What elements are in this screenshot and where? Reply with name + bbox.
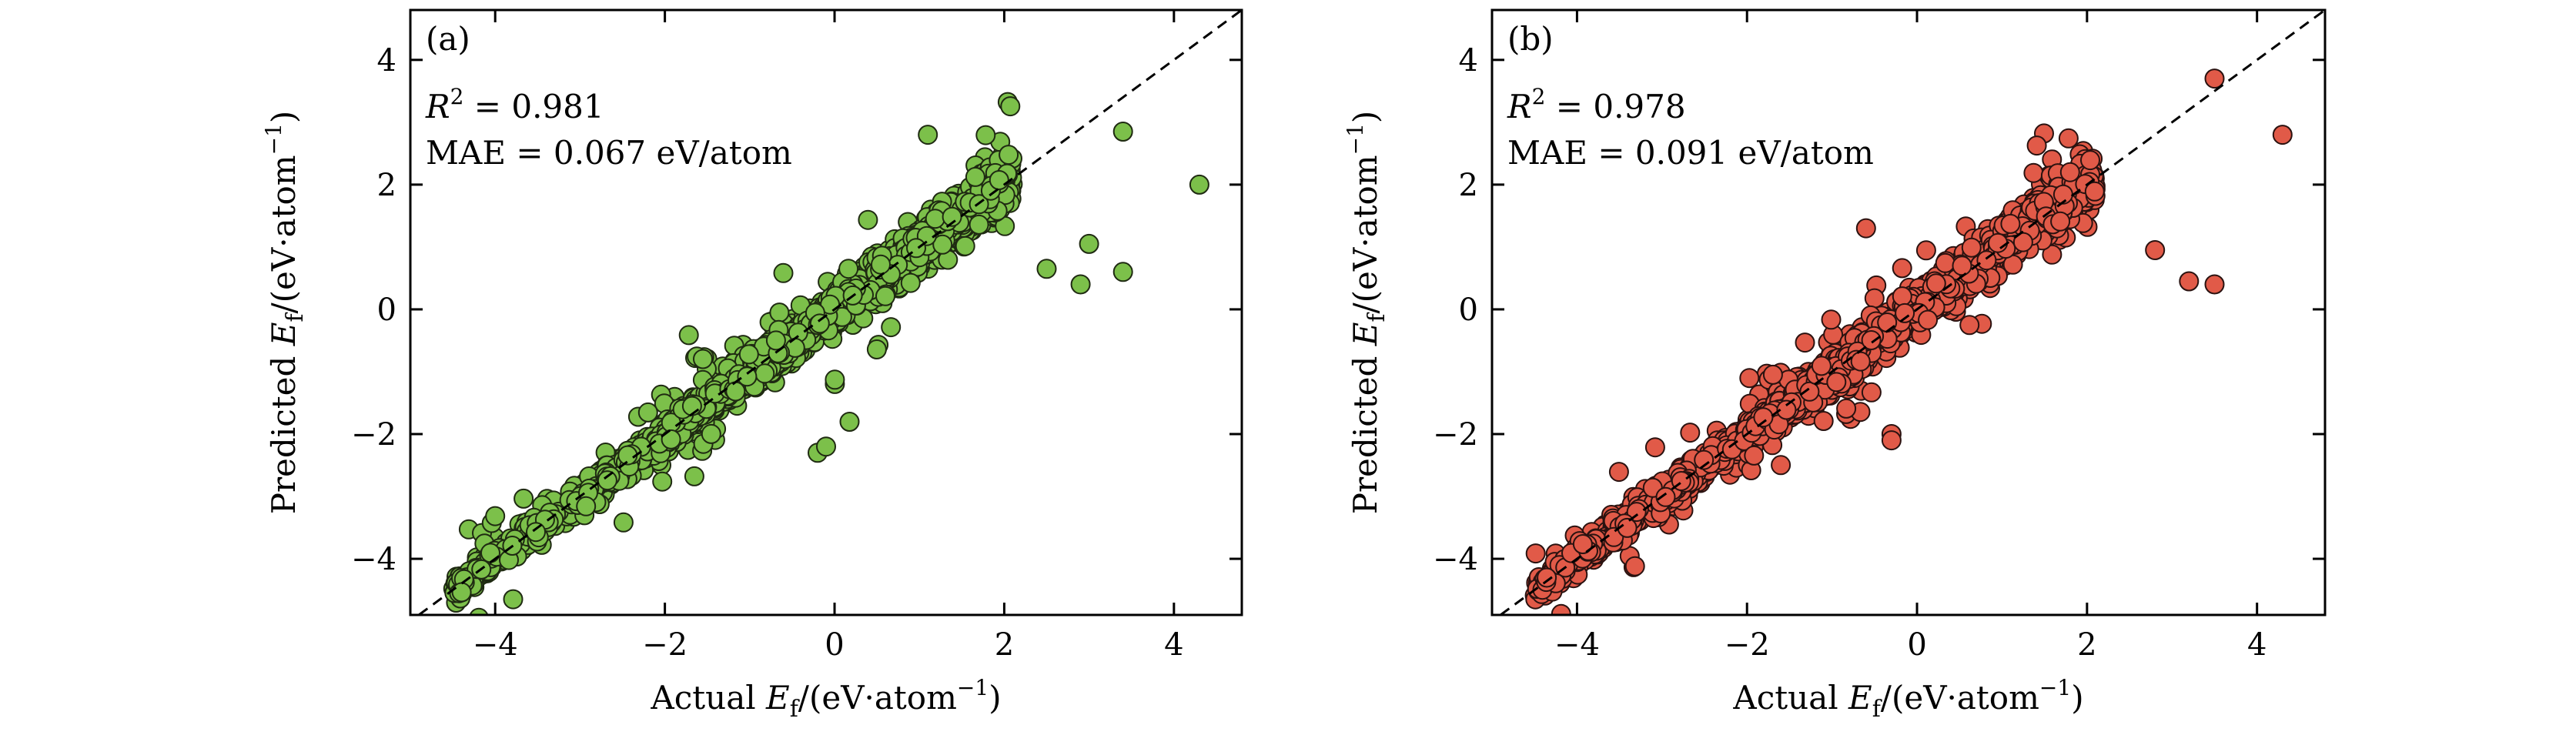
data-point	[932, 234, 953, 255]
data-point	[681, 396, 702, 416]
data-point	[955, 236, 975, 256]
data-point	[576, 496, 597, 516]
scatter-points	[443, 92, 1209, 615]
x-tick-label: −2	[642, 627, 687, 663]
data-point	[503, 589, 524, 610]
y-tick-label: 2	[377, 168, 396, 203]
data-point	[999, 145, 1019, 165]
data-point	[485, 506, 506, 526]
data-point	[839, 412, 860, 432]
data-point	[1836, 398, 1857, 419]
data-point	[858, 209, 878, 230]
data-point	[1821, 309, 1842, 330]
data-point	[875, 286, 895, 306]
data-point	[637, 402, 658, 423]
data-point	[684, 466, 704, 486]
data-point	[1771, 455, 1791, 476]
data-point	[613, 512, 634, 533]
data-point	[918, 125, 938, 145]
x-tick-label: 4	[1164, 627, 1183, 663]
y-tick-label: −4	[351, 542, 396, 577]
data-point	[1915, 240, 1936, 261]
data-point	[1608, 462, 1629, 483]
identity-line	[418, 10, 1242, 615]
data-point	[900, 272, 921, 293]
data-point	[1525, 543, 1546, 564]
data-point	[754, 363, 775, 384]
data-point	[816, 436, 836, 457]
data-point	[969, 214, 989, 235]
x-tick-label: 0	[825, 627, 844, 663]
data-point	[765, 330, 786, 351]
data-point	[693, 349, 713, 369]
data-point	[773, 262, 794, 283]
y-axis-label: Predicted Ef/(eV·atom−1)	[261, 111, 309, 515]
data-point	[652, 471, 673, 492]
data-point	[1079, 233, 1099, 254]
data-point	[989, 170, 1009, 190]
data-point	[1189, 174, 1209, 195]
y-tick-label: −2	[351, 417, 396, 453]
x-tick-label: 2	[995, 627, 1014, 663]
data-point	[480, 543, 500, 563]
data-point	[1112, 262, 1133, 282]
y-tick-label: 0	[377, 292, 396, 328]
data-point	[1680, 423, 1701, 443]
data-point	[881, 317, 902, 338]
data-point	[1892, 258, 1912, 279]
data-point	[701, 423, 721, 444]
data-point	[514, 488, 534, 509]
data-point	[526, 522, 546, 543]
x-axis-label: Actual Ef/(eV·atom−1)	[650, 675, 1001, 723]
data-point	[871, 254, 891, 275]
panel-a: −4 −2 0 2 4 −4 −2 0 2 4 (a) R2 = 0.981 MAE = 0.067 e…	[261, 8, 1243, 723]
data-point	[1864, 288, 1885, 309]
data-point	[975, 125, 996, 145]
data-point	[1624, 556, 1645, 576]
data-point	[1959, 315, 1980, 336]
data-point	[965, 166, 985, 187]
data-point	[2058, 128, 2079, 149]
data-point	[838, 259, 859, 279]
data-point	[1000, 96, 1021, 117]
data-point	[1112, 122, 1133, 142]
data-point	[469, 607, 489, 615]
data-point	[738, 344, 759, 365]
data-point	[1795, 332, 1815, 353]
data-point	[925, 209, 945, 229]
data-point	[769, 302, 790, 323]
data-point	[451, 582, 472, 603]
r2-annotation: R2 = 0.981	[425, 84, 604, 125]
data-point	[678, 325, 699, 346]
x-tick-label: −4	[473, 627, 518, 663]
data-point	[597, 470, 617, 491]
data-point	[2023, 162, 2044, 183]
mae-annotation: MAE = 0.067 eV/atom	[426, 134, 792, 172]
data-point	[809, 313, 830, 334]
data-point	[2026, 135, 2047, 156]
plot-frame	[409, 8, 1243, 616]
panel-label: (a)	[426, 20, 470, 58]
data-point	[1036, 259, 1057, 279]
data-point	[737, 366, 758, 387]
data-point	[2042, 244, 2062, 265]
data-point	[1070, 274, 1091, 295]
data-point	[1644, 437, 1665, 458]
data-point	[825, 369, 845, 390]
data-point	[661, 429, 681, 449]
y-tick-label: 4	[377, 43, 396, 79]
data-point	[866, 339, 887, 359]
